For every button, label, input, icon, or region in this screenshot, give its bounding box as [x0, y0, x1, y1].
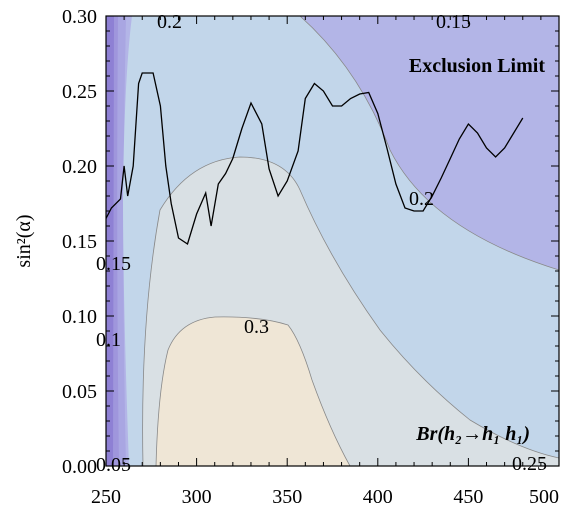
contour-line-025 — [142, 156, 559, 466]
exclusion-limit-annotation: Exclusion Limit — [409, 55, 545, 77]
y-tick-label: 0.00 — [62, 456, 97, 478]
y-tick-label: 0.05 — [62, 381, 97, 403]
x-tick-label: 300 — [182, 486, 212, 508]
region-level-30 — [156, 316, 350, 466]
x-tick-label: 350 — [272, 486, 302, 508]
contour-line-030 — [155, 316, 351, 466]
tick-marks — [105, 15, 560, 467]
y-tick-label: 0.20 — [62, 156, 97, 178]
y-tick-label: 0.15 — [62, 231, 97, 253]
y-tick-label: 0.25 — [62, 81, 97, 103]
x-tick-label: 400 — [363, 486, 393, 508]
x-tick-label: 450 — [453, 486, 483, 508]
contour-label-015-left: 0.15 — [96, 253, 131, 275]
branching-ratio-annotation: Br(h₂→h₁ h₁) — [415, 423, 530, 445]
contour-label-005: 0.05 — [96, 454, 131, 476]
exclusion-limit-line — [106, 72, 524, 246]
contour-label-01: 0.1 — [96, 329, 121, 351]
x-tick-labels: 250 300 350 400 450 500 — [91, 486, 559, 508]
contour-label-03: 0.3 — [244, 316, 269, 338]
x-tick-label: 500 — [529, 486, 559, 508]
y-tick-labels: 0.00 0.05 0.10 0.15 0.20 0.25 0.30 — [62, 6, 97, 478]
contour-label-025: 0.25 — [512, 453, 547, 475]
contour-value-labels: 0.05 0.1 0.15 0.15 0.2 0.2 0.25 0.3 — [96, 11, 547, 476]
contour-lines — [142, 16, 559, 466]
contour-label-02-right: 0.2 — [409, 188, 434, 210]
contour-label-02-top: 0.2 — [157, 11, 182, 33]
y-tick-label: 0.10 — [62, 306, 97, 328]
y-tick-label: 0.30 — [62, 6, 97, 28]
x-tick-label: 250 — [91, 486, 121, 508]
contour-regions — [106, 16, 559, 466]
contour-label-015-top: 0.15 — [436, 11, 471, 33]
y-axis-label: sin²(α) — [13, 214, 35, 267]
contour-line-020 — [299, 16, 559, 271]
